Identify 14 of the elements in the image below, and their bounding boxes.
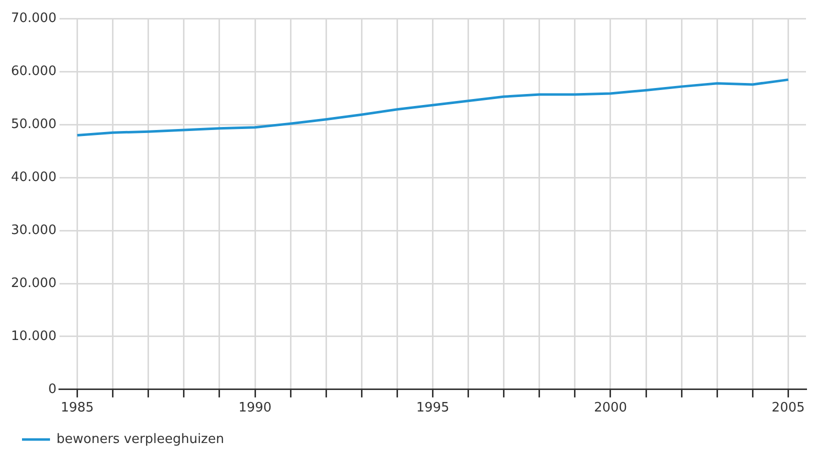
x-tick-label: 2000 bbox=[594, 400, 628, 416]
y-tick-label: 40.000 bbox=[10, 170, 56, 186]
y-tick-label: 70.000 bbox=[10, 11, 56, 26]
y-tick-label: 30.000 bbox=[10, 222, 56, 238]
y-tick-label: 0 bbox=[48, 382, 56, 397]
y-tick-label: 60.000 bbox=[10, 64, 56, 80]
x-tick-label: 1985 bbox=[60, 400, 94, 416]
y-tick-label: 50.000 bbox=[10, 117, 56, 132]
y-tick-label: 10.000 bbox=[10, 328, 56, 344]
x-tick-label: 1990 bbox=[238, 400, 272, 416]
legend-label: bewoners verpleeghuizen bbox=[56, 432, 224, 447]
y-tick-label: 20.000 bbox=[10, 276, 56, 291]
x-tick-label: 2005 bbox=[772, 400, 805, 416]
x-tick-label: 1995 bbox=[416, 400, 450, 416]
